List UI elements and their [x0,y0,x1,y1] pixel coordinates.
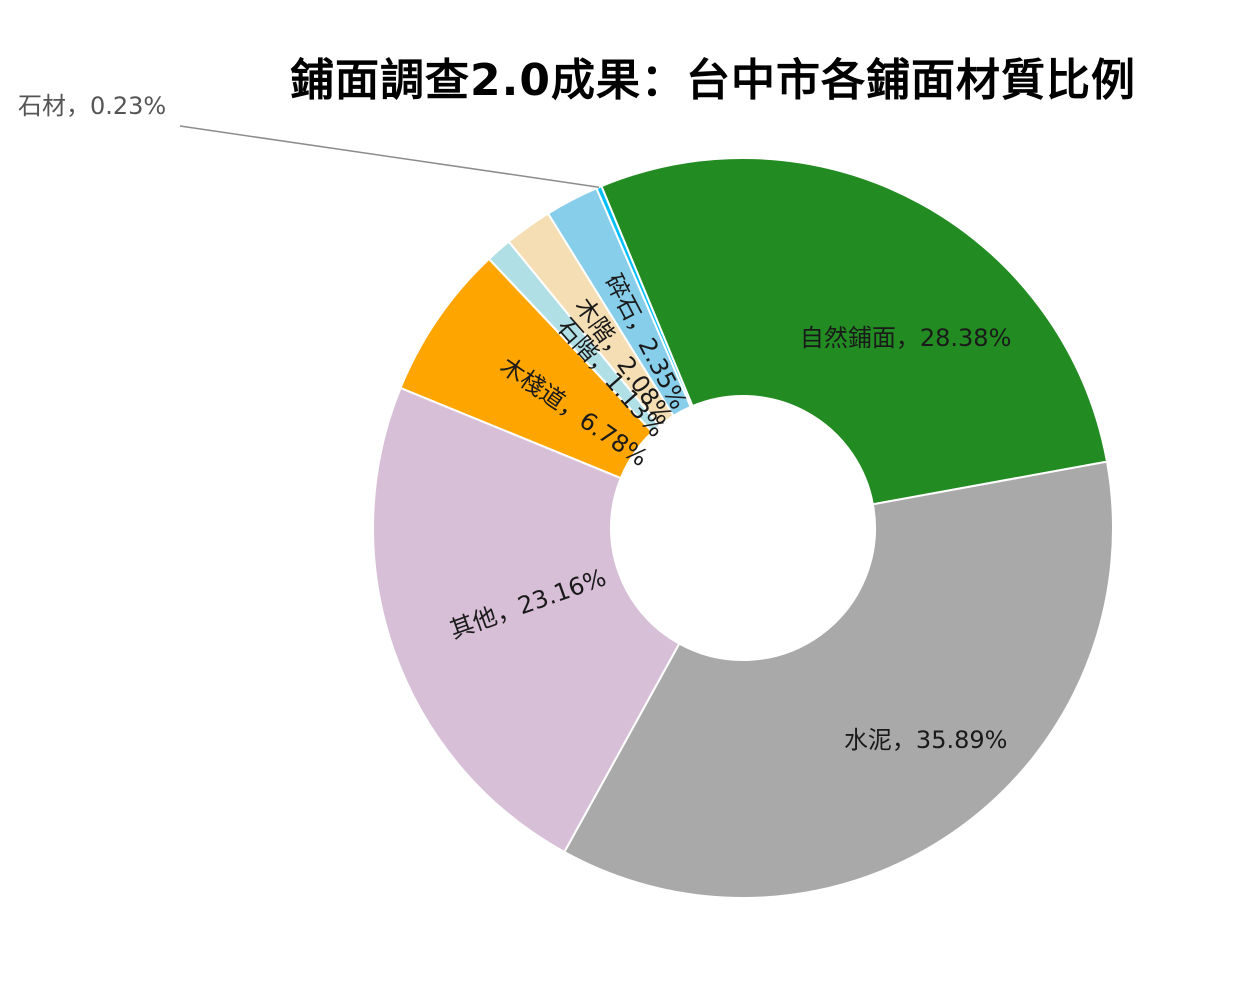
slice-label-callout: 石材，0.23% [18,92,166,120]
donut-slices [372,157,1114,899]
callout-leader-line [179,125,600,188]
pie-slice [600,157,1109,506]
pie-slice [372,386,681,854]
slice-label: 水泥，35.89% [844,726,1008,754]
chart-title: 鋪面調查2.0成果：台中市各鋪面材質比例 [290,55,1136,106]
pie-slice [562,460,1114,899]
slice-label: 自然鋪面，28.38% [800,324,1012,352]
